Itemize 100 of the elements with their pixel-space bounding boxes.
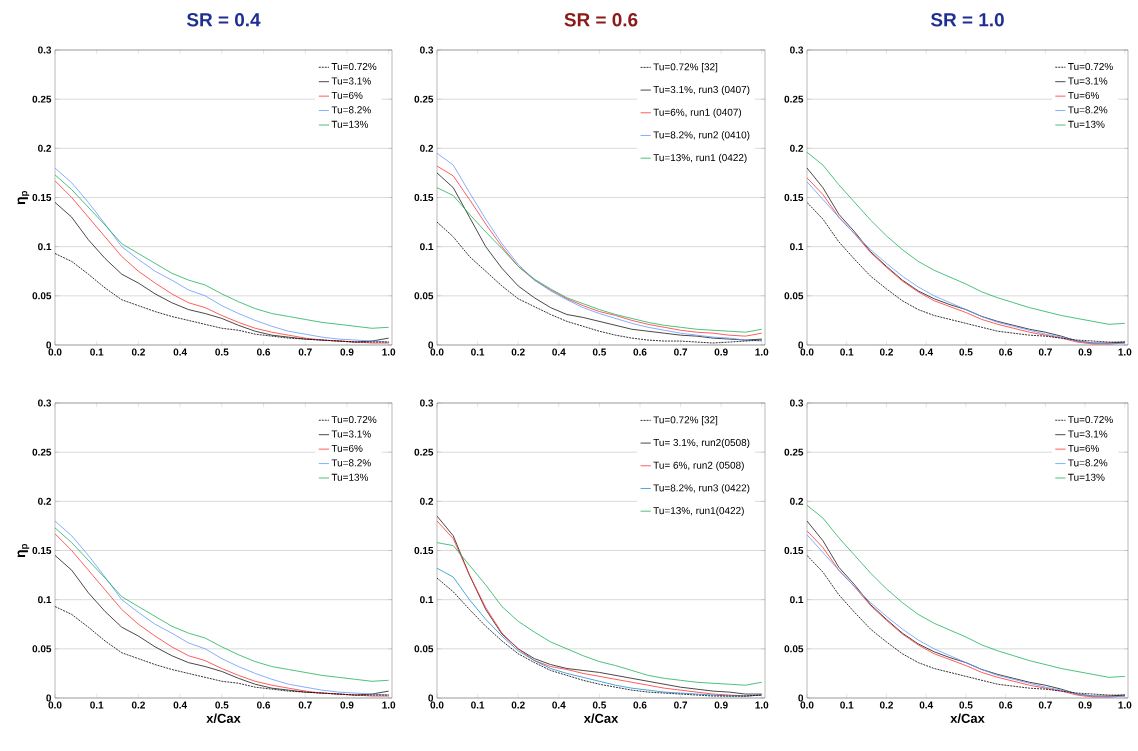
y-tick-label: 0.05	[784, 645, 804, 653]
y-tick-label: 0.05	[784, 292, 804, 300]
y-tick-label: 0	[428, 694, 434, 702]
chart-title: SR = 0.6	[564, 13, 638, 27]
y-tick-label: 0.15	[32, 193, 52, 202]
x-tick-label: 0.9	[1078, 701, 1092, 709]
y-tick-label: 0.1	[790, 596, 804, 604]
y-tick-label: 0.15	[414, 193, 434, 202]
x-tick-label: 0.9	[714, 701, 728, 709]
y-tick-label: 0.3	[38, 399, 52, 407]
y-tick-label: 0.2	[420, 144, 434, 152]
x-tick-label: 0.5	[215, 701, 229, 709]
x-tick-label: 0.2	[131, 701, 145, 709]
legend-label: Tu=0.72%	[331, 63, 377, 71]
x-tick-label: 0.1	[840, 701, 854, 709]
legend-label: Tu=6%, run1 (0407)	[653, 108, 742, 118]
x-tick-label: 0.2	[879, 348, 893, 356]
x-tick-label: 0.0	[430, 701, 444, 709]
x-tick-label: 0.2	[511, 348, 525, 356]
x-tick-label: 0.7	[1038, 348, 1052, 356]
x-tick-label: 0.9	[714, 348, 728, 356]
x-tick-label: 0.7	[674, 348, 688, 356]
x-tick-label: 0.6	[257, 701, 271, 709]
x-tick-label: 0.0	[800, 348, 814, 356]
x-tick-label: 0.2	[879, 701, 893, 709]
x-tick-label: 0.1	[90, 701, 104, 709]
x-tick-label: 0.7	[298, 348, 312, 356]
x-tick-label: 0.0	[800, 701, 814, 709]
y-tick-label: 0.25	[784, 95, 804, 103]
y-tick-label: 0.15	[32, 546, 52, 555]
x-tick-label: 0.0	[48, 701, 62, 709]
x-tick-label: 0.4	[919, 348, 934, 356]
y-tick-label: 0.2	[420, 497, 434, 505]
y-tick-label: 0.3	[38, 46, 52, 54]
y-tick-label: 0.3	[420, 46, 434, 54]
x-tick-label: 0.7	[1038, 701, 1052, 709]
y-tick-label: 0.3	[790, 399, 804, 407]
y-tick-label: 0.05	[414, 292, 434, 300]
legend-label: Tu=3.1%	[331, 77, 371, 85]
x-tick-label: 0.0	[430, 348, 444, 356]
x-tick-label: 0.6	[633, 348, 647, 356]
x-tick-label: 0.1	[471, 701, 485, 709]
y-tick-label: 0	[46, 341, 52, 349]
legend-label: Tu=8.2%	[1068, 106, 1108, 114]
legend-label: Tu=8.2%	[331, 106, 371, 114]
y-tick-label: 0.2	[38, 497, 52, 505]
legend-label: Tu=6%	[331, 444, 363, 452]
x-tick-label: 1.0	[1118, 348, 1132, 356]
legend-label: Tu=13%, run1 (0422)	[653, 153, 747, 164]
legend-label: Tu= 3.1%, run2(0508)	[653, 438, 750, 449]
x-axis-title: x/Cax	[583, 713, 619, 724]
x-tick-label: 0.6	[633, 701, 647, 709]
y-tick-label: 0.1	[38, 596, 52, 604]
y-tick-label: 0.15	[784, 193, 804, 202]
legend-label: Tu=6%	[331, 91, 363, 99]
legend-label: Tu=13%, run1(0422)	[653, 506, 744, 517]
legend-label: Tu=8.2%	[331, 459, 371, 467]
x-tick-label: 0.5	[592, 701, 607, 709]
y-tick-label: 0.15	[414, 546, 434, 555]
y-axis-title: η$_{p}$	[17, 190, 30, 205]
y-tick-label: 0.05	[32, 645, 52, 653]
y-tick-label: 0.25	[784, 448, 804, 456]
y-tick-label: 0.2	[790, 144, 804, 152]
x-tick-label: 0.9	[340, 701, 354, 709]
y-tick-label: 0	[428, 341, 434, 349]
y-axis-title: η$_{p}$	[17, 543, 30, 558]
legend-label: Tu=0.72% [32]	[653, 416, 718, 426]
y-tick-label: 0.05	[32, 292, 52, 300]
x-tick-label: 1.0	[382, 348, 396, 356]
y-tick-label: 0	[798, 694, 804, 702]
legend-label: Tu=0.72%	[331, 416, 377, 424]
x-tick-label: 0.9	[1078, 348, 1092, 356]
y-tick-label: 0.2	[790, 497, 804, 505]
x-tick-label: 0.2	[511, 701, 525, 709]
x-tick-label: 0.4	[173, 701, 187, 709]
legend-label: Tu=6%	[1068, 91, 1100, 99]
y-tick-label: 0.1	[420, 596, 434, 604]
x-tick-label: 0.5	[215, 348, 229, 356]
y-tick-label: 0.15	[784, 546, 804, 555]
x-tick-label: 0.2	[131, 348, 145, 356]
y-tick-label: 0.25	[414, 448, 434, 456]
x-tick-label: 0.9	[340, 348, 354, 356]
y-tick-label: 0.25	[414, 95, 434, 103]
y-tick-label: 0	[46, 694, 52, 702]
y-tick-label: 0.1	[420, 243, 434, 251]
legend-label: Tu=8.2%	[1068, 459, 1108, 467]
x-tick-label: 0.5	[959, 348, 973, 356]
x-tick-label: 1.0	[382, 701, 396, 709]
y-tick-label: 0.25	[32, 95, 52, 103]
x-tick-label: 0.4	[173, 348, 187, 356]
legend-label: Tu=0.72%	[1068, 416, 1113, 424]
x-tick-label: 0.7	[674, 701, 688, 709]
legend-label: Tu=0.72%	[1068, 63, 1113, 71]
x-axis-title: x/Cax	[206, 713, 241, 724]
x-tick-label: 0.6	[999, 701, 1013, 709]
x-axis-title: x/Cax	[950, 713, 985, 724]
legend-label: Tu=3.1%	[331, 430, 371, 438]
x-tick-label: 0.1	[471, 348, 485, 356]
legend-label: Tu=3.1%, run3 (0407)	[653, 85, 750, 96]
y-tick-label: 0.05	[414, 645, 434, 653]
